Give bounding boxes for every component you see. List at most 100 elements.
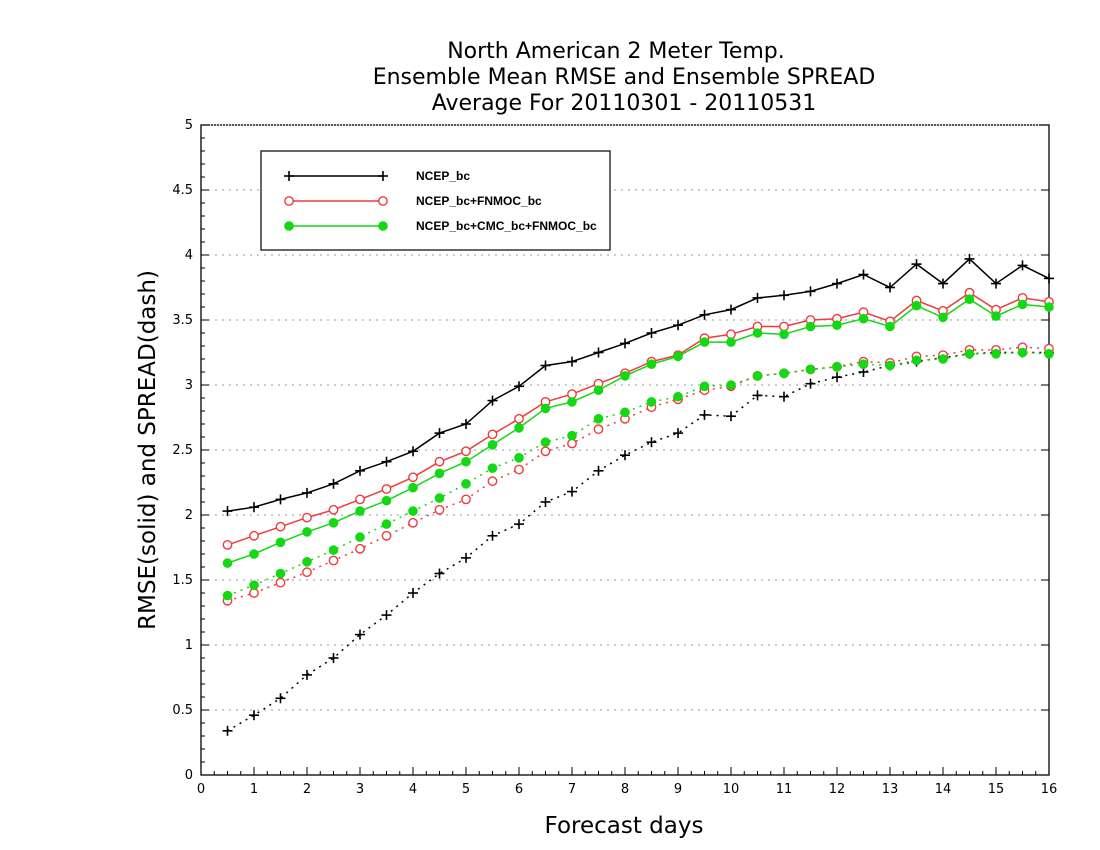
series-0-rmse-point [567,356,577,367]
series-1-rmse-point [461,446,471,457]
series-2-rmse-point [355,506,365,516]
series-0-rmse-point [673,320,683,331]
series-0-rmse-point [408,446,418,457]
series-2-spread-point [805,364,816,375]
series-1-spread-point [328,555,339,566]
series-0-rmse-point [514,381,524,392]
series-0-rmse-point [964,253,975,264]
series-1-spread-point [567,438,577,449]
series-2-spread-point [567,430,577,441]
series-layer [222,253,1054,736]
series-1-spread-point [461,494,471,505]
series-0-rmse-point [540,360,551,371]
x-tick-label: 13 [882,782,899,797]
series-1-spread-point [355,543,365,554]
series-2-spread-point [911,355,922,366]
series-0-rmse-point [593,347,604,358]
series-1-rmse-point [328,504,339,515]
legend: NCEP_bc NCEP_bc+FNMOC_bc NCEP_bc+CMC_bc+FN… [260,150,611,251]
series-2-spread-point [726,380,736,390]
series-2-rmse-point [381,495,392,506]
x-tick-label: 1 [250,782,258,797]
series-1-rmse-point [567,389,577,399]
series-2-spread-point [832,362,842,372]
series-2-spread-point [540,437,551,448]
y-tick-label: 3 [185,378,193,393]
series-2-rmse-point [832,320,842,331]
series-2-rmse-point [673,351,683,362]
series-0-rmse-point [434,428,445,439]
series-1-rmse-line [227,291,1050,546]
series-0-spread-point [514,519,524,530]
legend-marker-left-2 [284,221,294,231]
series-0-spread-point [752,390,763,401]
series-0-spread-point [461,552,471,563]
series-0-rmse-point [328,478,339,489]
chart-title-line-2: Ensemble Mean RMSE and Ensemble SPREAD [373,65,876,90]
x-tick-label: 5 [462,782,470,797]
series-2-spread-point [1044,349,1054,359]
legend-label-0: NCEP_bc [416,169,470,183]
series-2-spread-point [355,532,365,542]
x-tick-label: 2 [303,782,311,797]
series-2-spread-point [858,359,869,370]
series-0-spread-point [381,610,392,621]
series-0-rmse-point [805,286,816,297]
series-0-rmse-point [355,465,365,476]
series-2-rmse-point [328,518,339,528]
series-1-spread-point [302,567,312,578]
series-2-spread-point [673,391,683,402]
series-2-rmse-point [593,385,604,396]
series-2-rmse-point [302,527,312,537]
series-0-rmse-point [487,395,498,406]
series-2-rmse-point [1044,302,1054,312]
y-tick-label: 1.5 [172,573,193,588]
y-axis-label: RMSE(solid) and SPREAD(dash) [135,270,161,630]
legend-marker-right-0 [378,171,388,181]
series-2-rmse-point [514,423,524,433]
series-2-spread-point [275,568,286,579]
series-0-spread-point [302,669,312,680]
x-tick-label: 0 [197,782,205,797]
series-0-rmse-point [885,282,895,293]
series-0-rmse-point [699,309,710,320]
y-tick-label: 0 [185,768,193,783]
series-0-rmse-point [381,456,392,467]
x-tick-label: 8 [621,782,629,797]
series-0-rmse-point [752,292,763,303]
series-0-rmse-point [858,269,869,280]
series-1-spread-point [249,588,259,598]
series-0-rmse-point [249,502,259,513]
y-tick-label: 2.5 [172,443,193,458]
x-tick-label: 7 [568,782,576,797]
legend-marker-left-0 [284,171,294,181]
series-2-spread-point [487,463,498,474]
x-tick-label: 10 [723,782,740,797]
legend-label-1: NCEP_bc+FNMOC_bc [416,194,542,208]
series-0 [222,253,1054,736]
series-2-rmse-point [646,359,657,370]
series-2-rmse-point [938,312,948,323]
series-0-rmse-line [227,257,1050,512]
series-2-rmse-point [567,397,577,407]
series-2-rmse-point [540,403,551,414]
series-0-rmse-point [1044,273,1054,284]
y-tick-label: 2 [185,508,193,523]
series-2-rmse-point [805,321,816,332]
legend-marker-right-2 [378,221,388,231]
series-1 [222,287,1054,606]
series-1-rmse-point [487,429,498,440]
series-0-spread-point [779,391,789,402]
series-2-rmse-point [461,456,471,467]
series-0-spread-point [275,693,286,704]
legend-marker-right-1 [378,196,388,206]
series-2-spread-point [964,349,975,359]
y-tick-label: 4 [185,248,193,263]
series-2-rmse-point [487,440,498,450]
series-2-spread-point [593,414,604,424]
y-tick-label: 4.5 [172,183,193,198]
series-0-spread-point [699,409,710,420]
series-0-rmse-point [646,328,657,338]
series-0-spread-point [408,588,418,598]
chart-title-line-3: Average For 20110301 - 20110531 [432,91,817,116]
